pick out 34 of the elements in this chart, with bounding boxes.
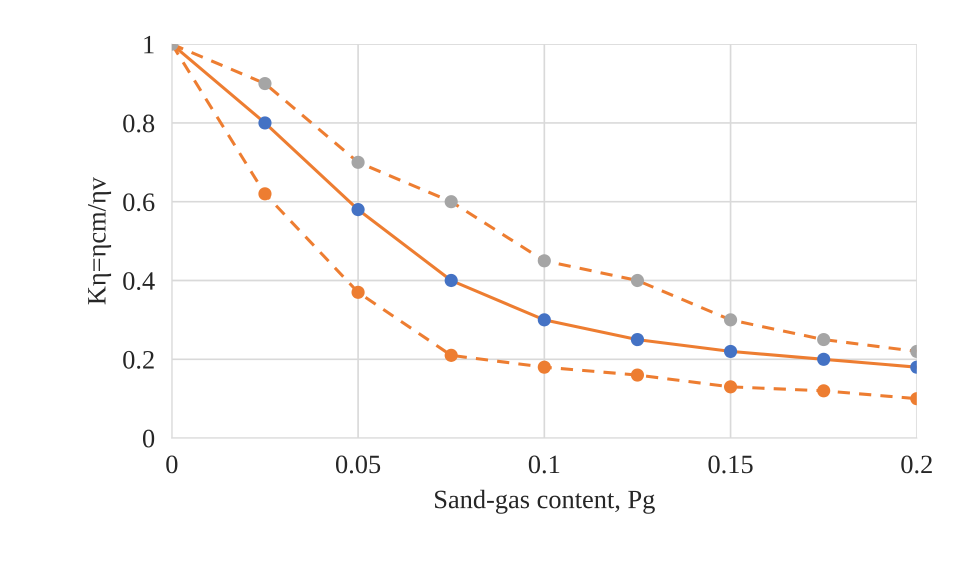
point (444, 348, 458, 362)
point (351, 286, 365, 299)
y-axis-title: Kη=ηcm/ηv (88, 177, 112, 304)
point (630, 368, 644, 382)
x-tick-label: 0.05 (336, 456, 380, 474)
point (258, 76, 272, 90)
x-tick-label: 0.2 (901, 456, 932, 474)
point (724, 380, 738, 394)
point (258, 187, 272, 200)
point (538, 360, 551, 374)
y-tick-label: 0.6 (123, 193, 154, 212)
y-tick-label: 0.4 (123, 272, 155, 290)
point (351, 203, 365, 216)
x-tick-label: 0.15 (708, 456, 753, 474)
point (630, 333, 644, 346)
point (724, 344, 738, 358)
y-tick-label: 0.2 (123, 350, 154, 369)
point (444, 274, 458, 288)
point (538, 313, 551, 326)
point (538, 254, 551, 268)
point (724, 313, 738, 326)
x-tick-label: 0.1 (528, 456, 560, 474)
point (817, 333, 830, 346)
point (630, 274, 644, 288)
point (351, 156, 365, 169)
y-tick-label: 0 (142, 430, 154, 448)
x-axis-title: Sand-gas content, Pg (435, 490, 655, 514)
x-tick-label: 0 (166, 456, 178, 474)
point (258, 116, 272, 130)
point (817, 384, 830, 398)
y-tick-label: 0.8 (123, 114, 154, 132)
point (817, 352, 830, 366)
point (444, 195, 458, 208)
y-tick-label: 1 (144, 36, 154, 54)
